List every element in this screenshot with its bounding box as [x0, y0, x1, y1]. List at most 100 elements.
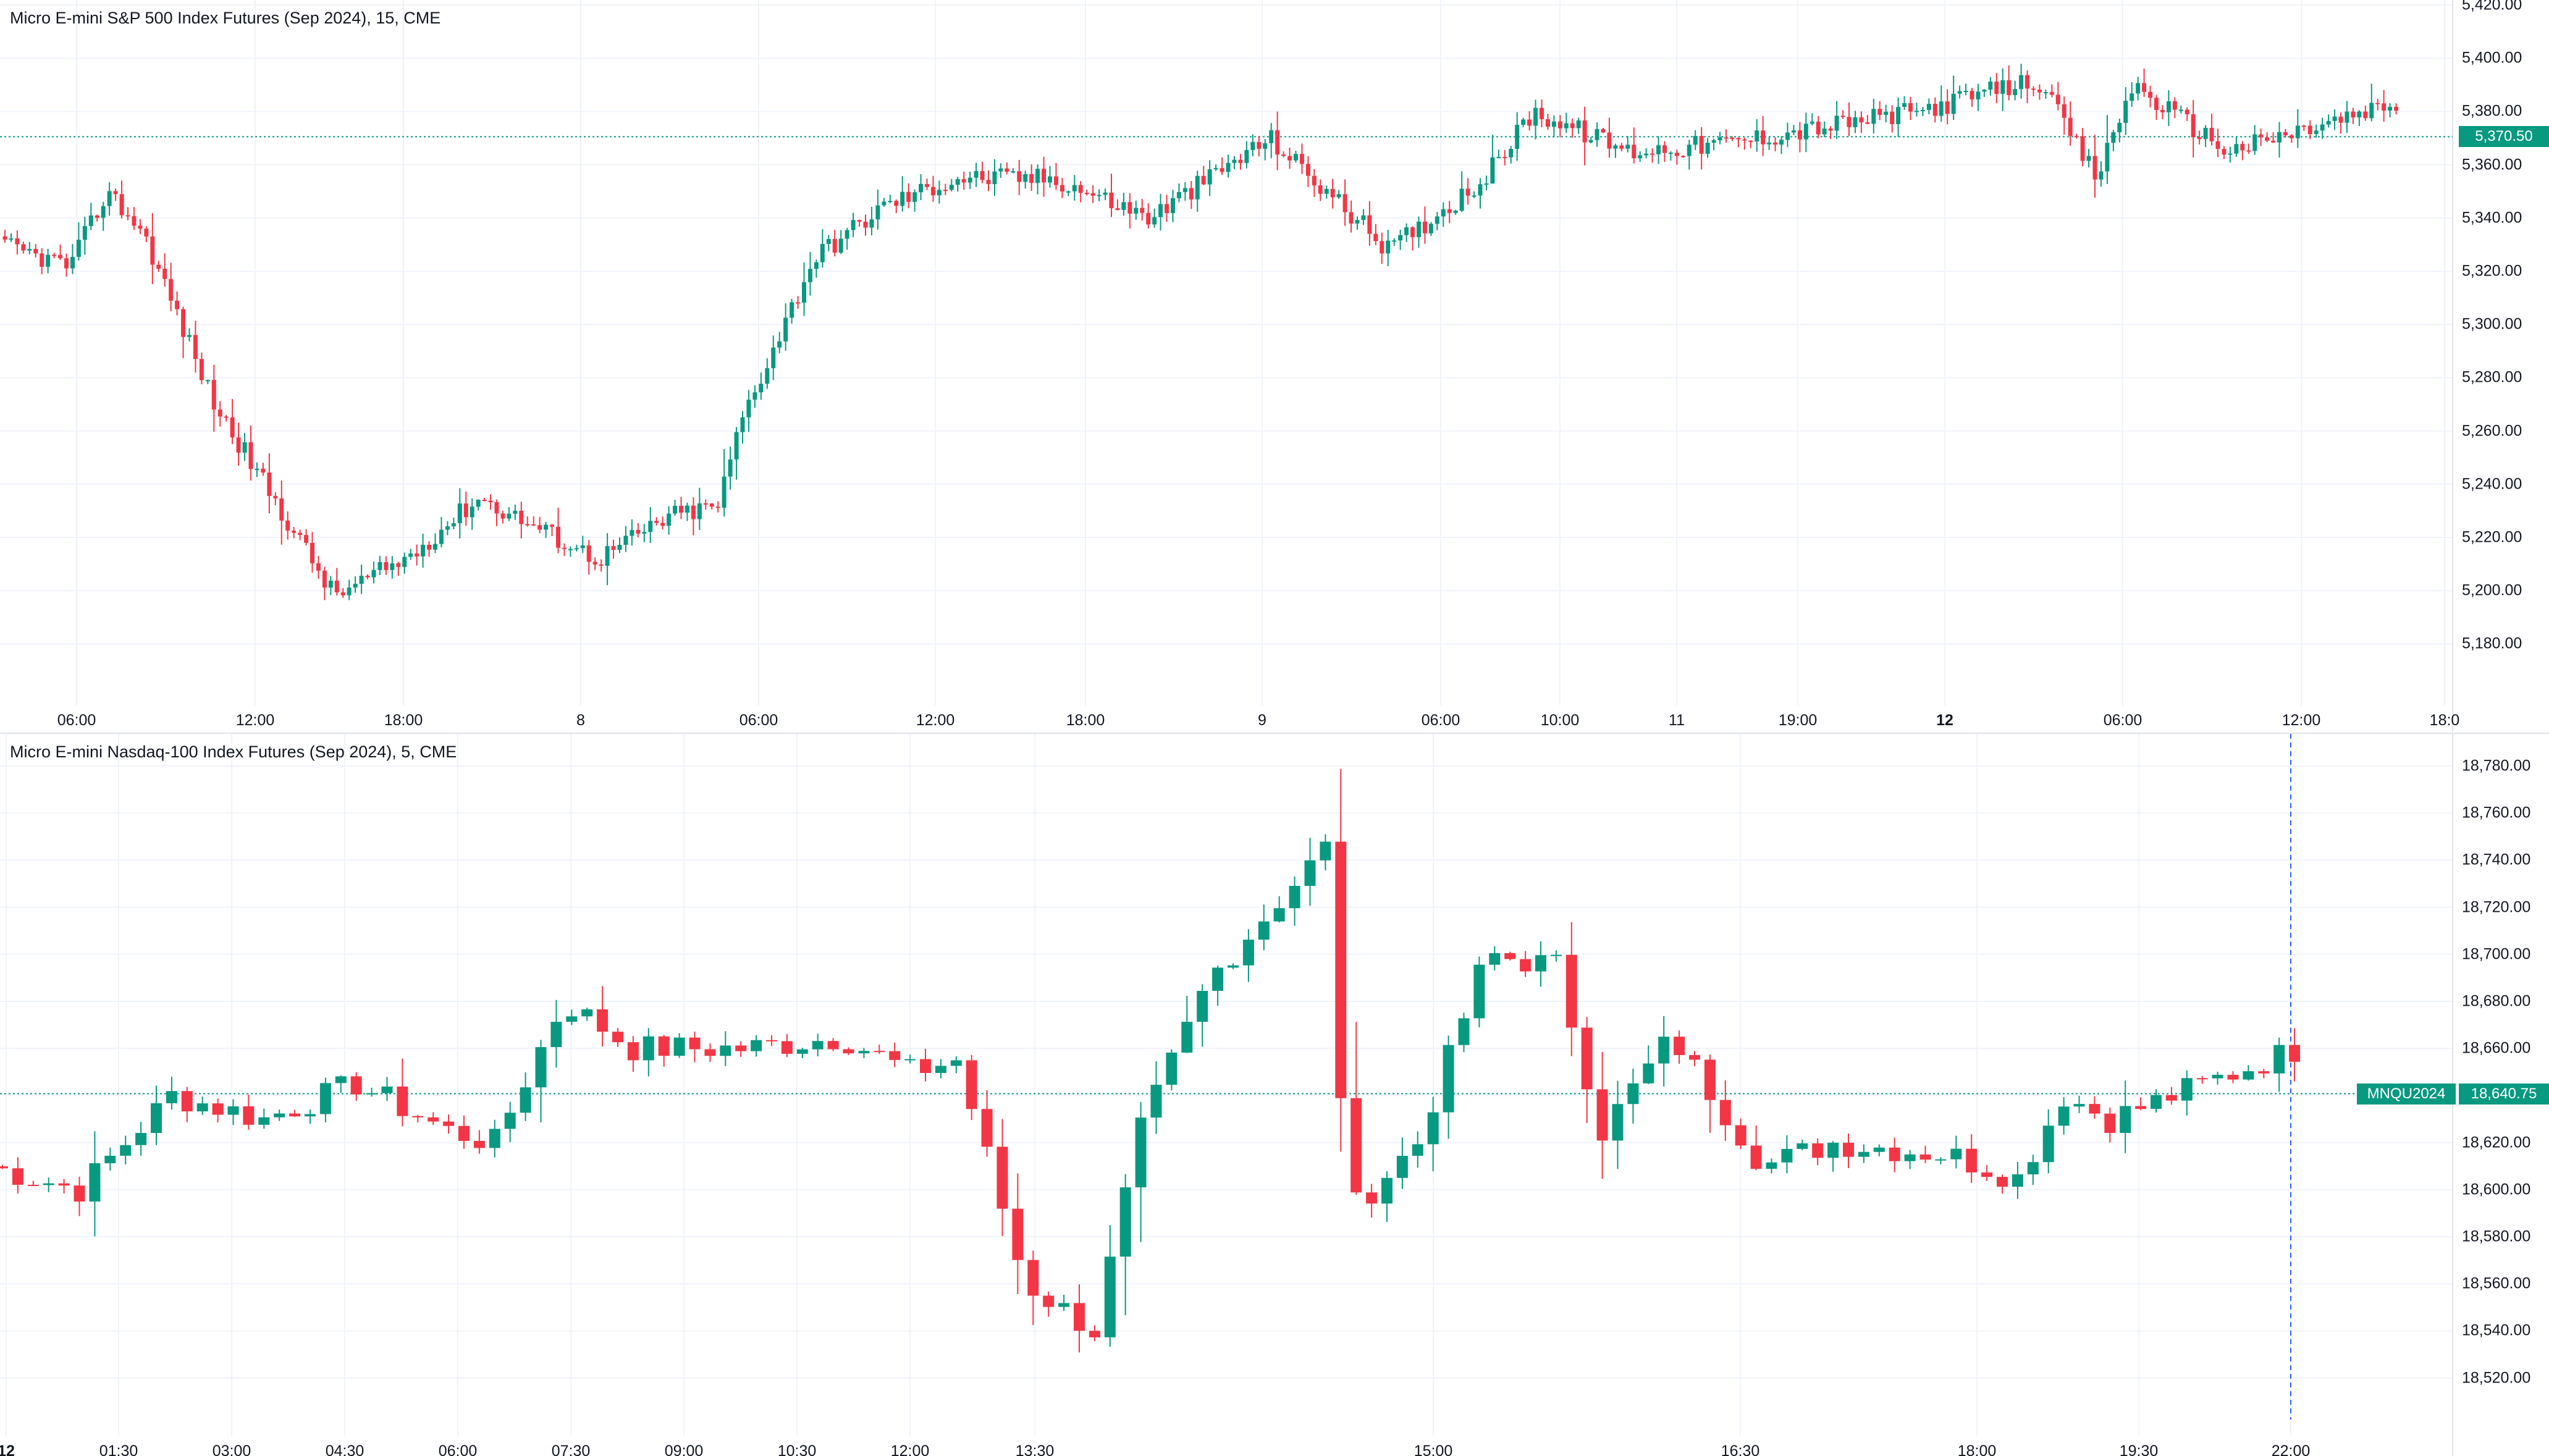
candle: [1176, 183, 1181, 203]
candle: [1489, 946, 1501, 971]
candle: [1367, 201, 1372, 246]
candle: [1994, 73, 1999, 104]
candle: [1294, 150, 1298, 163]
candle: [2086, 149, 2091, 168]
candle: [2055, 82, 2060, 111]
candle: [1195, 170, 1200, 212]
spx-chart-pane[interactable]: Micro E-mini S&P 500 Index Futures (Sep …: [0, 0, 2549, 732]
spx-candlestick-chart[interactable]: [0, 0, 2549, 732]
candle: [599, 559, 604, 572]
price-tick-label: 5,280.00: [2462, 368, 2522, 386]
candle: [1926, 98, 1931, 114]
candle: [689, 1032, 701, 1063]
candle: [88, 203, 93, 230]
nq-chart-title: Micro E-mini Nasdaq-100 Index Futures (S…: [10, 743, 457, 761]
candle: [783, 303, 788, 351]
candle: [667, 506, 672, 535]
candle: [673, 1033, 685, 1058]
candle: [673, 500, 678, 516]
candle: [2148, 85, 2153, 107]
candle: [1736, 137, 1741, 148]
candle: [843, 1047, 854, 1056]
candle: [720, 1031, 731, 1066]
candle: [1084, 190, 1089, 196]
candle: [715, 501, 720, 513]
candle: [642, 524, 647, 542]
candle: [463, 491, 468, 526]
candle: [1644, 148, 1649, 159]
candle: [390, 556, 395, 579]
candle: [2252, 125, 2257, 155]
candle: [974, 162, 979, 187]
candle: [230, 398, 235, 444]
nq-chart-pane[interactable]: Micro E-mini Nasdaq-100 Index Futures (S…: [0, 734, 2549, 1456]
candle: [377, 555, 382, 575]
spx-chart-title: Micro E-mini S&P 500 Index Futures (Sep …: [10, 9, 441, 27]
time-tick-label: 04:30: [325, 1442, 364, 1456]
candle: [1060, 177, 1064, 198]
candle: [654, 517, 659, 526]
candle: [21, 242, 26, 254]
candle: [507, 507, 512, 521]
candle: [2166, 90, 2171, 127]
nq-last-price-badge: 18,640.75: [2459, 1083, 2549, 1105]
pane-divider[interactable]: [0, 733, 2549, 734]
candle: [1945, 89, 1950, 125]
price-tick-label: 18,740.00: [2462, 851, 2531, 869]
candle: [986, 170, 991, 191]
candle: [1458, 1012, 1470, 1053]
candle: [1638, 151, 1643, 162]
candle: [2160, 105, 2165, 120]
candle: [1582, 106, 1587, 166]
candle: [597, 986, 609, 1047]
time-tick-label: 12:00: [2281, 712, 2321, 729]
price-tick-label: 18,720.00: [2462, 898, 2531, 916]
candle: [906, 183, 911, 209]
candle: [691, 497, 696, 536]
candle: [943, 183, 948, 195]
candle: [1336, 190, 1341, 199]
price-tick-label: 5,380.00: [2462, 102, 2522, 120]
candle: [1877, 101, 1882, 120]
candle: [1596, 1051, 1608, 1179]
candle: [2320, 117, 2325, 139]
candle: [1150, 1061, 1162, 1134]
candle: [1565, 922, 1577, 1056]
candle: [1767, 137, 1772, 150]
price-tick-label: 18,780.00: [2462, 757, 2531, 775]
candle: [1871, 98, 1876, 134]
candle: [1834, 101, 1839, 140]
candle: [397, 1058, 408, 1127]
candle: [1166, 1049, 1178, 1091]
candle: [709, 503, 714, 510]
candle: [428, 1112, 439, 1126]
candle: [224, 414, 229, 422]
time-tick-label: 10:30: [777, 1442, 817, 1456]
candle: [89, 1131, 101, 1237]
candle: [1330, 179, 1335, 209]
candle: [781, 1033, 793, 1058]
candle: [826, 235, 831, 251]
candle: [1366, 1184, 1378, 1218]
candle: [1134, 200, 1139, 220]
candle: [132, 207, 137, 230]
time-tick-label: 9: [1258, 712, 1266, 729]
candle: [820, 229, 825, 268]
candle: [2314, 124, 2319, 138]
candle: [1182, 182, 1187, 201]
candle: [1859, 111, 1864, 133]
candle: [40, 248, 44, 274]
candle: [217, 401, 222, 427]
candle: [138, 219, 143, 234]
candle: [1335, 768, 1347, 1152]
candle: [1827, 1141, 1839, 1172]
nq-candlestick-chart[interactable]: [0, 734, 2549, 1456]
candle: [15, 230, 20, 255]
candle: [1349, 200, 1354, 233]
candle: [274, 1109, 285, 1121]
candle: [857, 219, 862, 227]
candle: [1103, 188, 1108, 200]
candle: [70, 244, 75, 274]
candle: [1023, 170, 1028, 189]
candle: [1982, 89, 1987, 97]
